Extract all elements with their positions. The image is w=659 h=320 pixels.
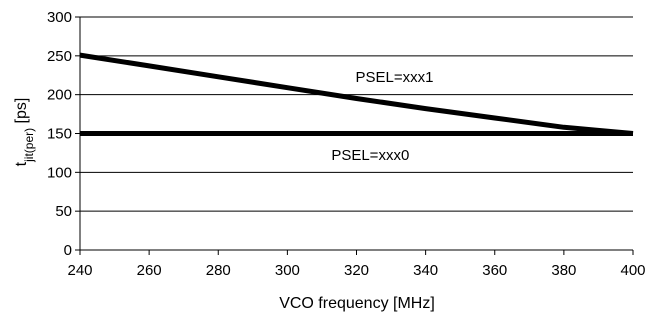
x-tick-label-360: 360	[482, 262, 507, 279]
y-tick-label-100: 100	[47, 164, 72, 181]
x-axis-title: VCO frequency [MHz]	[279, 295, 435, 312]
x-tick-label-240: 240	[67, 262, 92, 279]
x-tick-label-300: 300	[275, 262, 300, 279]
y-axis-title-main: t	[13, 161, 30, 166]
grid-lines	[80, 16, 633, 212]
x-tick-label-400: 400	[620, 262, 645, 279]
x-tick-label-340: 340	[413, 262, 438, 279]
series-label-1: PSEL=xxx1	[356, 69, 434, 86]
annotations: PSEL=xxx1 PSEL=xxx0	[331, 69, 433, 164]
x-tick-label-320: 320	[344, 262, 369, 279]
y-tick-label-150: 150	[47, 126, 72, 143]
series-lines	[79, 52, 634, 136]
series-label-2: PSEL=xxx0	[331, 147, 409, 164]
y-axis-title-unit: [ps]	[13, 98, 30, 128]
x-tick-label-260: 260	[137, 262, 162, 279]
axes	[75, 16, 634, 255]
series-line-1	[79, 52, 634, 136]
y-axis-title: tjit(per) [ps]	[13, 98, 36, 167]
x-tick-label-280: 280	[206, 262, 231, 279]
y-tick-label-50: 50	[55, 203, 72, 220]
x-tick-label-380: 380	[551, 262, 576, 279]
y-tick-label-250: 250	[47, 48, 72, 65]
y-tick-label-200: 200	[47, 87, 72, 104]
tick-labels: 0 50 100 150 200 250 300 240 260 280 300 320 340 360 3…	[47, 9, 646, 279]
y-tick-label-0: 0	[64, 242, 72, 259]
y-axis-title-subscript: jit(per)	[22, 128, 36, 163]
y-tick-label-300: 300	[47, 9, 72, 26]
